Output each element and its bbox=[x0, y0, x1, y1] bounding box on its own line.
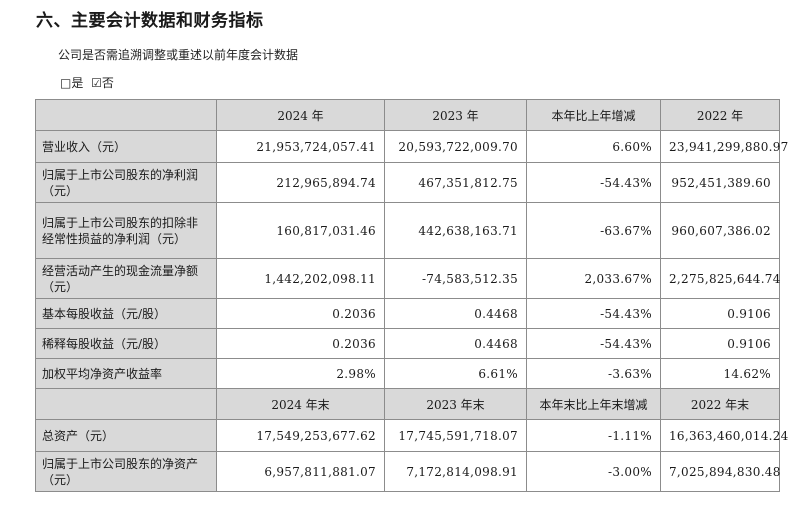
value-cell: -54.43% bbox=[526, 328, 661, 359]
value-cell: 6,957,811,881.07 bbox=[216, 451, 385, 492]
value-cell: 6.61% bbox=[384, 358, 527, 389]
table1-header-cell: 2023 年 bbox=[384, 99, 527, 131]
value-cell: 212,965,894.74 bbox=[216, 162, 385, 203]
table-row: 归属于上市公司股东的净资产（元） 6,957,811,881.07 7,172,81… bbox=[35, 451, 780, 492]
table2-header-cell bbox=[35, 388, 217, 420]
row-label: 归属于上市公司股东的净资产（元） bbox=[35, 451, 217, 492]
table1-header-cell: 2022 年 bbox=[660, 99, 780, 131]
table-row: 营业收入（元） 21,953,724,057.41 20,593,722,009.7… bbox=[35, 130, 788, 163]
value-cell: 17,549,253,677.62 bbox=[216, 419, 385, 452]
value-cell: 17,745,591,718.07 bbox=[384, 419, 527, 452]
row-label: 总资产（元） bbox=[35, 419, 217, 452]
restatement-answers: □是 ☑否 bbox=[60, 74, 118, 91]
value-cell: -54.43% bbox=[526, 298, 661, 329]
value-cell: -63.67% bbox=[526, 202, 661, 259]
row-label: 加权平均净资产收益率 bbox=[35, 358, 217, 389]
row-label: 经营活动产生的现金流量净额（元） bbox=[35, 258, 217, 299]
table1-header-cell bbox=[35, 99, 217, 131]
value-cell: 0.2036 bbox=[216, 328, 385, 359]
value-cell: 1,442,202,098.11 bbox=[216, 258, 385, 299]
row-label: 稀释每股收益（元/股） bbox=[35, 328, 217, 359]
value-cell: 7,172,814,098.91 bbox=[384, 451, 527, 492]
value-cell: 960,607,386.02 bbox=[660, 202, 780, 259]
table2-header-cell: 2022 年末 bbox=[660, 388, 780, 420]
value-cell: 442,638,163.71 bbox=[384, 202, 527, 259]
table2-header-cell: 2024 年末 bbox=[216, 388, 385, 420]
table2-header-row: 2024 年末 2023 年末 本年末比上年末增减 2022 年末 bbox=[35, 388, 780, 420]
value-cell: -3.63% bbox=[526, 358, 661, 389]
table-row: 总资产（元） 17,549,253,677.62 17,745,591,718.07… bbox=[35, 419, 788, 452]
table-row: 归属于上市公司股东的净利润（元） 212,965,894.74 467,351,81… bbox=[35, 162, 780, 203]
table1-header-row: 2024 年 2023 年本年比上年增减 2022 年 bbox=[35, 99, 780, 131]
value-cell: 0.2036 bbox=[216, 298, 385, 329]
table-row: 加权平均净资产收益率 2.98% 6.61% -3.63% 14.62% bbox=[35, 358, 780, 389]
yes-checkbox[interactable]: □是 bbox=[60, 76, 84, 90]
value-cell: 0.4468 bbox=[384, 298, 527, 329]
value-cell: 23,941,299,880.97 bbox=[660, 130, 788, 163]
table-row: 稀释每股收益（元/股） 0.2036 0.4468 -54.43% 0.9106 bbox=[35, 328, 780, 359]
row-label: 归属于上市公司股东的净利润（元） bbox=[35, 162, 217, 203]
value-cell: 21,953,724,057.41 bbox=[216, 130, 385, 163]
value-cell: 6.60% bbox=[526, 130, 661, 163]
value-cell: -54.43% bbox=[526, 162, 661, 203]
table-row: 基本每股收益（元/股） 0.2036 0.4468 -54.43% 0.9106 bbox=[35, 298, 780, 329]
table2-header-cell: 本年末比上年末增减 bbox=[526, 388, 661, 420]
value-cell: 0.4468 bbox=[384, 328, 527, 359]
value-cell: 7,025,894,830.48 bbox=[660, 451, 780, 492]
table1-header-cell: 2024 年 bbox=[216, 99, 385, 131]
value-cell: 16,363,460,014.24 bbox=[660, 419, 788, 452]
value-cell: 2,275,825,644.74 bbox=[660, 258, 780, 299]
section-heading: 六、主要会计数据和财务指标 bbox=[36, 11, 264, 31]
value-cell: 14.62% bbox=[660, 358, 780, 389]
no-checkbox-checked[interactable]: ☑否 bbox=[91, 76, 114, 90]
table-row: 经营活动产生的现金流量净额（元） 1,442,202,098.11 -74,583,… bbox=[35, 258, 780, 299]
value-cell: 2,033.67% bbox=[526, 258, 661, 299]
value-cell: 0.9106 bbox=[660, 328, 780, 359]
value-cell: 952,451,389.60 bbox=[660, 162, 780, 203]
table2-header-cell: 2023 年末 bbox=[384, 388, 527, 420]
value-cell: -74,583,512.35 bbox=[384, 258, 527, 299]
value-cell: 2.98% bbox=[216, 358, 385, 389]
financial-indicators-table: 2024 年 2023 年本年比上年增减 2022 年营业收入（元） 21,953,7… bbox=[35, 99, 788, 492]
row-label: 基本每股收益（元/股） bbox=[35, 298, 217, 329]
table-row: 归属于上市公司股东的扣除非经常性损益的净利润（元） 160,817,031.46 4… bbox=[35, 202, 780, 259]
value-cell: 160,817,031.46 bbox=[216, 202, 385, 259]
value-cell: -1.11% bbox=[526, 419, 661, 452]
value-cell: 20,593,722,009.70 bbox=[384, 130, 527, 163]
row-label: 归属于上市公司股东的扣除非经常性损益的净利润（元） bbox=[35, 202, 217, 259]
table1-header-cell: 本年比上年增减 bbox=[526, 99, 661, 131]
restatement-question: 公司是否需追溯调整或重述以前年度会计数据 bbox=[58, 48, 299, 62]
row-label: 营业收入（元） bbox=[35, 130, 217, 163]
value-cell: -3.00% bbox=[526, 451, 661, 492]
value-cell: 467,351,812.75 bbox=[384, 162, 527, 203]
value-cell: 0.9106 bbox=[660, 298, 780, 329]
